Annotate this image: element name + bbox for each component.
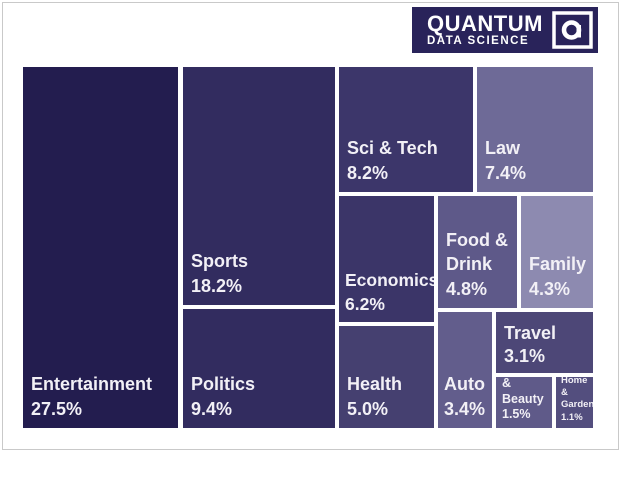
block-label: Law xyxy=(485,138,521,159)
block-value: 4.3% xyxy=(529,279,571,300)
block-label: Food & Drink xyxy=(446,229,508,275)
block-label-group: Health 5.0% xyxy=(347,372,432,422)
block-value: 7.4% xyxy=(485,163,527,184)
block-label: Economics xyxy=(345,269,434,290)
treemap-block-travel: Travel 3.1% xyxy=(496,312,593,373)
treemap-block-food-drink: Food & Drink 4.8% xyxy=(438,196,517,308)
block-label: Health xyxy=(347,374,403,395)
block-label-group: Law 7.4% xyxy=(485,136,591,186)
block-label-group: Food & Drink 4.8% xyxy=(446,228,515,302)
treemap-block-sports: Sports 18.2% xyxy=(183,67,335,305)
block-label-group: Entertainment 27.5% xyxy=(31,372,176,422)
block-label: Auto xyxy=(444,374,485,395)
block-value: 27.5% xyxy=(31,399,83,420)
block-value: 5.0% xyxy=(347,399,389,420)
treemap-block-family: Family 4.3% xyxy=(521,196,593,308)
block-label-group: Sports 18.2% xyxy=(191,249,333,299)
block-label: Politics xyxy=(191,374,256,395)
block-value: 9.4% xyxy=(191,399,233,420)
block-value: 1.1% xyxy=(561,411,583,423)
block-value: 18.2% xyxy=(191,276,243,297)
block-label: Sports xyxy=(191,251,249,272)
treemap-block-sci-tech: Sci & Tech 8.2% xyxy=(339,67,473,192)
block-value: 4.8% xyxy=(446,279,488,300)
treemap-block-law: Law 7.4% xyxy=(477,67,593,192)
block-value: 1.5% xyxy=(502,407,531,422)
treemap-block-home-garden: Home & Garden 1.1% xyxy=(556,377,593,428)
logo-line1: QUANTUM xyxy=(427,10,543,36)
block-label-group: Family 4.3% xyxy=(529,252,591,302)
block-label-group: Fashion & Beauty 1.5% xyxy=(502,377,550,423)
q-monogram-icon xyxy=(552,11,593,49)
block-value: 6.2% xyxy=(345,293,385,314)
block-label-group: Economics 6.2% xyxy=(345,268,434,316)
block-label-group: Home & Garden 1.1% xyxy=(561,377,593,424)
treemap-block-economics: Economics 6.2% xyxy=(339,196,434,322)
block-value: 3.4% xyxy=(444,399,486,420)
logo-text: QUANTUM DATA SCIENCE xyxy=(427,10,543,47)
block-label-group: Auto 3.4% xyxy=(444,372,490,422)
block-label: Fashion & Beauty xyxy=(502,377,544,406)
quantum-logo: QUANTUM DATA SCIENCE xyxy=(412,7,598,53)
treemap-block-politics: Politics 9.4% xyxy=(183,309,335,428)
treemap-block-entertainment: Entertainment 27.5% xyxy=(23,67,178,428)
block-label: Travel xyxy=(504,323,557,343)
logo-line2: DATA SCIENCE xyxy=(427,34,530,47)
block-label: Family xyxy=(529,254,587,275)
block-label-group: Politics 9.4% xyxy=(191,372,333,422)
block-label: Sci & Tech xyxy=(347,138,438,159)
treemap-block-health: Health 5.0% xyxy=(339,326,434,428)
block-value: 3.1% xyxy=(504,345,546,366)
block-label-group: Travel 3.1% xyxy=(504,322,591,367)
treemap-block-auto: Auto 3.4% xyxy=(438,312,492,428)
block-label-group: Sci & Tech 8.2% xyxy=(347,136,471,186)
block-label: Entertainment xyxy=(31,374,153,395)
block-label: Home & Garden xyxy=(561,377,593,411)
treemap-block-fashion-beauty: Fashion & Beauty 1.5% xyxy=(496,377,552,428)
block-value: 8.2% xyxy=(347,163,389,184)
